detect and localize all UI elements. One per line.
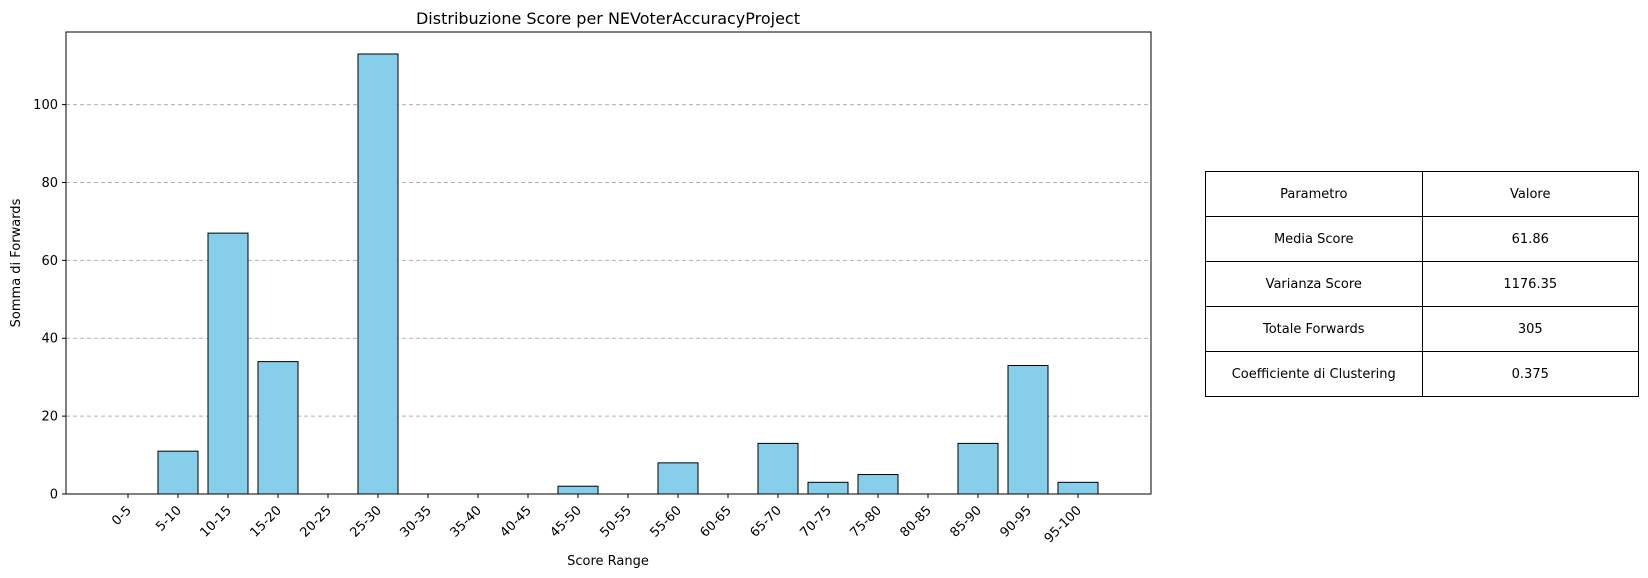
- chart-title: Distribuzione Score per NEVoterAccuracyP…: [416, 9, 800, 28]
- table-cell-value: 1176.35: [1421, 261, 1639, 307]
- bar-15-20: [257, 361, 299, 495]
- x-tick-label: 80-85: [898, 503, 935, 540]
- y-tick-label: 20: [41, 410, 58, 425]
- bar-45-50: [557, 485, 599, 495]
- y-axis-ticks: 0 20 40 60 80 100: [33, 98, 66, 503]
- bar-70-75: [807, 481, 849, 495]
- table-cell-param: Varianza Score: [1205, 261, 1423, 307]
- bar-75-80: [857, 474, 899, 495]
- grid-lines: [66, 104, 1151, 417]
- x-axis-ticks: 0-5 5-10 10-15 15-20 20-25 25-30 30-35 35-40 40-…: [109, 494, 1085, 546]
- y-axis-label: Somma di Forwards: [9, 198, 24, 327]
- plot-frame: [65, 31, 1152, 495]
- x-tick-label: 70-75: [798, 503, 835, 540]
- x-tick-label: 40-45: [498, 503, 535, 540]
- x-tick-label: 0-5: [109, 503, 135, 529]
- bar-55-60: [657, 462, 699, 495]
- y-tick-label: 80: [41, 176, 58, 191]
- x-tick-label: 35-40: [448, 503, 485, 540]
- table-cell-value: 305: [1421, 306, 1639, 352]
- x-tick-label: 30-35: [398, 503, 435, 540]
- y-tick-label: 60: [41, 254, 58, 269]
- table-row: Media Score 61.86: [1205, 216, 1639, 262]
- table-row: Varianza Score 1176.35: [1205, 261, 1639, 307]
- table-header-param: Parametro: [1205, 171, 1423, 217]
- bar-5-10: [157, 450, 199, 495]
- table-cell-value: 0.375: [1421, 351, 1639, 397]
- x-tick-label: 95-100: [1042, 503, 1085, 546]
- x-tick-label: 90-95: [998, 503, 1035, 540]
- x-tick-label: 45-50: [548, 503, 585, 540]
- bar-25-30: [357, 53, 399, 495]
- bar-65-70: [757, 442, 799, 495]
- x-tick-label: 15-20: [248, 503, 285, 540]
- bar-85-90: [957, 442, 999, 495]
- bar-95-100: [1057, 481, 1099, 495]
- y-tick-label: 0: [50, 488, 58, 503]
- y-tick-label: 100: [33, 98, 58, 113]
- table-cell-param: Media Score: [1205, 216, 1423, 262]
- x-tick-label: 75-80: [848, 503, 885, 540]
- x-tick-label: 55-60: [648, 503, 685, 540]
- x-tick-label: 20-25: [298, 503, 335, 540]
- table-cell-param: Coefficiente di Clustering: [1205, 351, 1423, 397]
- y-tick-label: 40: [41, 332, 58, 347]
- table-row: Coefficiente di Clustering 0.375: [1205, 351, 1639, 397]
- x-tick-label: 50-55: [598, 503, 635, 540]
- bars: [157, 53, 1099, 495]
- bar-90-95: [1007, 365, 1049, 495]
- x-tick-label: 65-70: [748, 503, 785, 540]
- table-header-value: Valore: [1421, 171, 1639, 217]
- table-header-row: Parametro Valore: [1205, 171, 1639, 217]
- statistics-table: Parametro Valore Media Score 61.86 Varia…: [1205, 171, 1639, 397]
- table-cell-param: Totale Forwards: [1205, 306, 1423, 352]
- bar-10-15: [207, 232, 249, 495]
- x-axis-label: Score Range: [567, 554, 649, 569]
- x-tick-label: 25-30: [348, 503, 385, 540]
- x-tick-label: 85-90: [948, 503, 985, 540]
- x-tick-label: 10-15: [198, 503, 235, 540]
- x-tick-label: 5-10: [153, 503, 184, 534]
- table-row: Totale Forwards 305: [1205, 306, 1639, 352]
- table-cell-value: 61.86: [1421, 216, 1639, 262]
- x-tick-label: 60-65: [698, 503, 735, 540]
